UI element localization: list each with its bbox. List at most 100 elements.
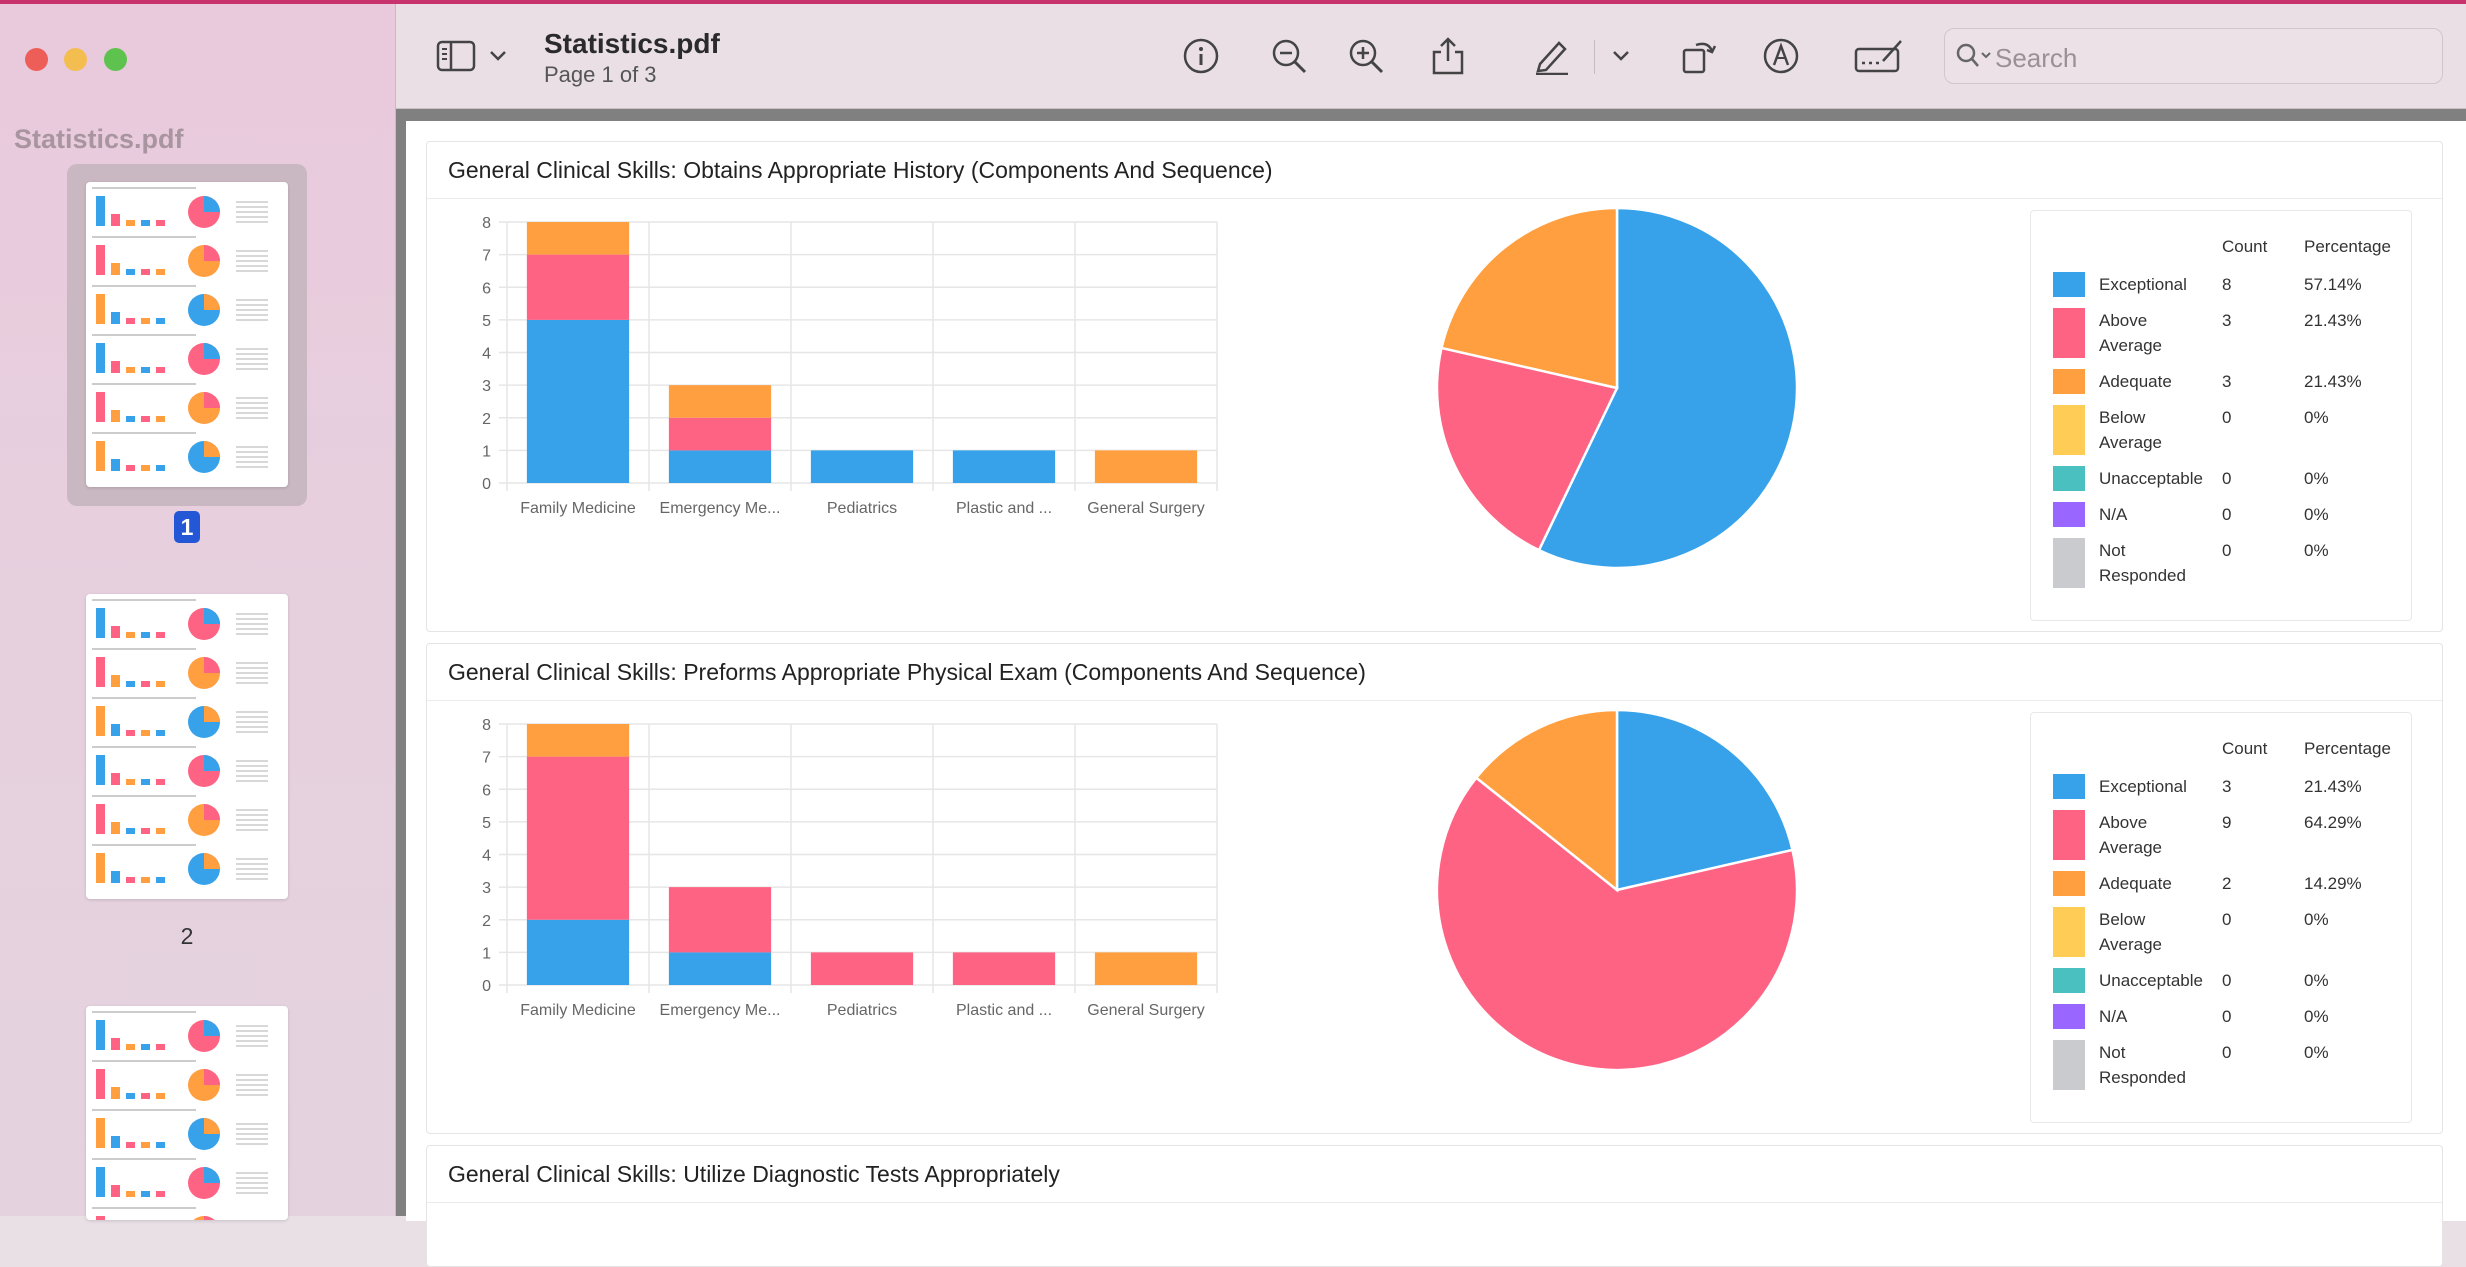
- x-tick-label: Plastic and ...: [956, 500, 1052, 517]
- page-thumbnail-3[interactable]: [86, 1006, 288, 1220]
- thumb-bar: [126, 730, 135, 736]
- thumb-bar: [96, 804, 105, 834]
- view-menu-button[interactable]: [486, 36, 510, 76]
- thumb-bar: [141, 1044, 150, 1050]
- thumb-bar: [96, 343, 105, 373]
- legend-swatch: [2053, 308, 2085, 358]
- y-tick-label: 5: [482, 815, 491, 832]
- legend-label: Unacceptable: [2099, 469, 2203, 488]
- markup-button[interactable]: [1532, 36, 1572, 76]
- x-tick-label: Emergency Me...: [660, 500, 781, 517]
- thumb-pie-slice: [204, 196, 220, 212]
- page-thumbnail-1[interactable]: [86, 182, 288, 487]
- thumb-bar: [96, 392, 105, 422]
- legend-swatch: [2053, 466, 2085, 491]
- document-viewport[interactable]: General Clinical Skills: Obtains Appropr…: [396, 109, 2466, 1267]
- thumb-bar: [156, 269, 165, 275]
- zoom-in-icon: [1349, 39, 1384, 74]
- legend-percentage: 0%: [2304, 971, 2329, 990]
- legend-row: Not Responded 0 0%: [2031, 1040, 2411, 1090]
- thumb-bar: [111, 773, 120, 785]
- page-thumbnail-2[interactable]: [86, 594, 288, 899]
- rotate-button[interactable]: [1679, 36, 1719, 76]
- bar-segment: [668, 952, 772, 985]
- legend-row: Below Average 0 0%: [2031, 907, 2411, 957]
- search-field[interactable]: Search: [1944, 28, 2443, 84]
- thumb-bar: [126, 681, 135, 687]
- legend-percentage-header: Percentage: [2304, 237, 2391, 256]
- thumb-pie-slice: [204, 1069, 220, 1085]
- page-number-1: 1: [174, 511, 200, 543]
- bar-segment: [1094, 450, 1198, 483]
- close-window-button[interactable]: [25, 48, 48, 71]
- chevron-down-icon: [490, 51, 506, 61]
- legend-count: 0: [2222, 1007, 2232, 1026]
- legend-swatch: [2053, 871, 2085, 896]
- x-tick-label: Pediatrics: [827, 500, 897, 517]
- pie-slice: [1435, 346, 1619, 552]
- x-tick-label: Plastic and ...: [956, 1002, 1052, 1019]
- legend-label: Not Responded: [2099, 1043, 2186, 1087]
- thumb-bar: [111, 459, 120, 471]
- zoom-in-button[interactable]: [1346, 36, 1386, 76]
- y-tick-label: 4: [482, 848, 491, 865]
- section-header: General Clinical Skills: Preforms Approp…: [427, 644, 2442, 701]
- legend-row: N/A 0 0%: [2031, 1004, 2411, 1029]
- thumb-pie-slice: [204, 853, 220, 869]
- thumb-bar: [96, 441, 105, 471]
- legend-row: Adequate 3 21.43%: [2031, 369, 2411, 394]
- thumb-bar: [126, 1142, 135, 1148]
- report-section: General Clinical Skills: Utilize Diagnos…: [426, 1145, 2443, 1267]
- y-tick-label: 8: [482, 717, 491, 734]
- legend-label: N/A: [2099, 1007, 2128, 1026]
- legend-label: Below Average: [2099, 910, 2163, 954]
- info-button[interactable]: [1181, 36, 1221, 76]
- pie-slice: [1435, 776, 1799, 1072]
- annotate-button[interactable]: [1761, 36, 1801, 76]
- thumb-bar: [96, 1020, 105, 1050]
- legend-label: Not Responded: [2099, 541, 2186, 585]
- thumb-bar: [96, 294, 105, 324]
- legend-count: 0: [2222, 408, 2232, 427]
- legend-count: 3: [2222, 777, 2232, 796]
- legend-count: 0: [2222, 910, 2232, 929]
- share-button[interactable]: [1428, 36, 1468, 76]
- thumb-bar: [96, 657, 105, 687]
- y-tick-label: 6: [482, 280, 491, 297]
- legend-count: 0: [2222, 971, 2232, 990]
- share-icon: [1432, 37, 1464, 75]
- section-header: General Clinical Skills: Obtains Appropr…: [427, 142, 2442, 199]
- sidebar-title: Statistics.pdf: [14, 124, 184, 154]
- bar-segment: [952, 952, 1056, 985]
- thumb-bar: [111, 1087, 120, 1099]
- thumb-bar: [111, 263, 120, 275]
- minimize-window-button[interactable]: [64, 48, 87, 71]
- legend-count: 2: [2222, 874, 2232, 893]
- thumb-bar: [141, 779, 150, 785]
- search-icon: [1956, 43, 1991, 67]
- legend-percentage: 0%: [2304, 469, 2329, 488]
- page-thumbnail-graphic: [92, 187, 268, 473]
- thumb-pie-slice: [204, 706, 220, 722]
- x-tick-label: Family Medicine: [520, 500, 636, 517]
- y-tick-label: 0: [482, 476, 491, 493]
- zoom-window-button[interactable]: [104, 48, 127, 71]
- thumb-bar: [126, 1044, 135, 1050]
- thumb-bar: [156, 1044, 165, 1050]
- legend-percentage: 0%: [2304, 408, 2329, 427]
- sidebar-toggle-button[interactable]: [436, 36, 476, 76]
- legend-count: 8: [2222, 275, 2232, 294]
- thumb-pie-slice: [204, 804, 220, 820]
- search-placeholder: Search: [1995, 43, 2078, 73]
- thumb-bar: [156, 1191, 165, 1197]
- zoom-out-button[interactable]: [1269, 36, 1309, 76]
- thumb-bar: [126, 367, 135, 373]
- bar-segment: [952, 450, 1056, 483]
- sign-button[interactable]: [1853, 36, 1905, 76]
- thumb-bar: [96, 608, 105, 638]
- legend-label: Above Average: [2099, 311, 2163, 355]
- thumb-bar: [141, 220, 150, 226]
- legend-label: Above Average: [2099, 813, 2163, 857]
- markup-menu-button[interactable]: [1609, 36, 1633, 76]
- thumb-bar: [96, 1216, 105, 1220]
